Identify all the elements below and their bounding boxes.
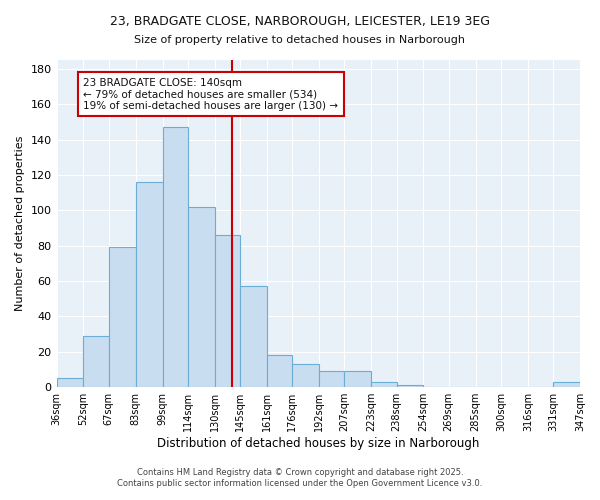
Bar: [553, 382, 580, 387]
Bar: [292, 364, 319, 387]
Bar: [371, 382, 397, 387]
Bar: [240, 286, 267, 387]
Text: 23, BRADGATE CLOSE, NARBOROUGH, LEICESTER, LE19 3EG: 23, BRADGATE CLOSE, NARBOROUGH, LEICESTE…: [110, 15, 490, 28]
Bar: [83, 336, 109, 387]
Bar: [163, 127, 188, 387]
Text: 23 BRADGATE CLOSE: 140sqm
← 79% of detached houses are smaller (534)
19% of semi: 23 BRADGATE CLOSE: 140sqm ← 79% of detac…: [83, 78, 338, 111]
Y-axis label: Number of detached properties: Number of detached properties: [15, 136, 25, 312]
Text: Size of property relative to detached houses in Narborough: Size of property relative to detached ho…: [134, 35, 466, 45]
Bar: [109, 248, 136, 387]
Bar: [56, 378, 83, 387]
Bar: [397, 386, 424, 387]
Text: Contains HM Land Registry data © Crown copyright and database right 2025.
Contai: Contains HM Land Registry data © Crown c…: [118, 468, 482, 487]
Bar: [215, 235, 240, 387]
Bar: [344, 372, 371, 387]
Bar: [188, 207, 215, 387]
Bar: [136, 182, 163, 387]
Bar: [319, 372, 344, 387]
X-axis label: Distribution of detached houses by size in Narborough: Distribution of detached houses by size …: [157, 437, 479, 450]
Bar: [267, 356, 292, 387]
